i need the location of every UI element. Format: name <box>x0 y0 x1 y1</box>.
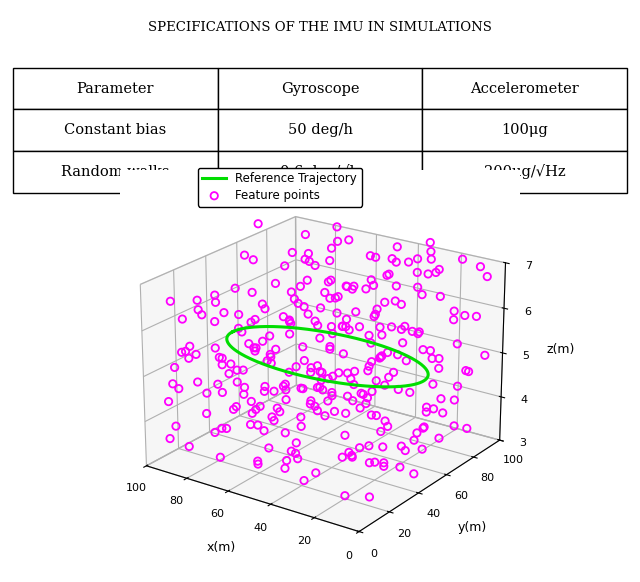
Legend: Reference Trajectory, Feature points: Reference Trajectory, Feature points <box>198 168 362 207</box>
Text: SPECIFICATIONS OF THE IMU IN SIMULATIONS: SPECIFICATIONS OF THE IMU IN SIMULATIONS <box>148 20 492 34</box>
Y-axis label: y(m): y(m) <box>458 521 486 534</box>
X-axis label: x(m): x(m) <box>206 541 236 554</box>
